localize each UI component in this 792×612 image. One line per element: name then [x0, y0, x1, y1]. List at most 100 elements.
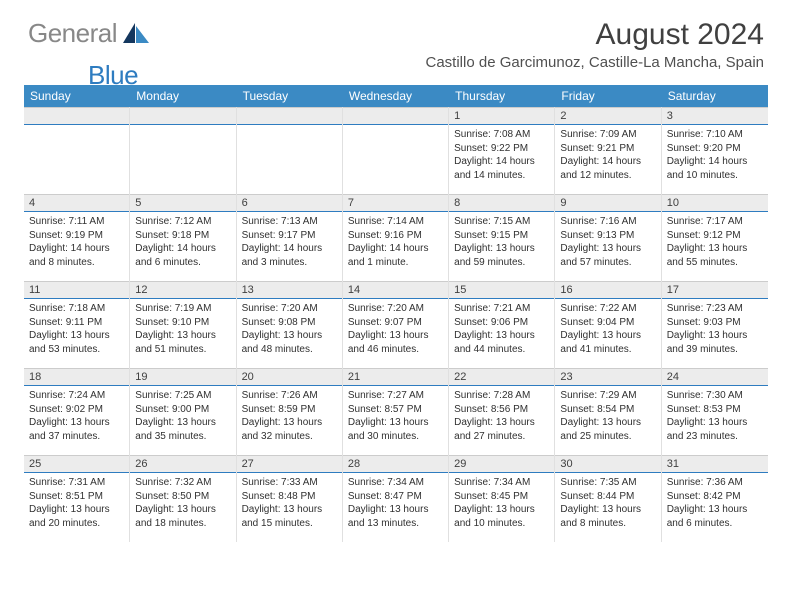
sunset-text: Sunset: 9:13 PM [560, 229, 655, 243]
sunset-text: Sunset: 9:08 PM [242, 316, 337, 330]
calendar-cell: 16Sunrise: 7:22 AMSunset: 9:04 PMDayligh… [555, 281, 661, 368]
calendar-cell: 7Sunrise: 7:14 AMSunset: 9:16 PMDaylight… [343, 194, 449, 281]
cell-body: Sunrise: 7:21 AMSunset: 9:06 PMDaylight:… [449, 299, 554, 359]
sunset-text: Sunset: 8:56 PM [454, 403, 549, 417]
sunrise-text: Sunrise: 7:21 AM [454, 302, 549, 316]
cell-body: Sunrise: 7:09 AMSunset: 9:21 PMDaylight:… [555, 125, 660, 185]
sunrise-text: Sunrise: 7:12 AM [135, 215, 230, 229]
cell-body: Sunrise: 7:34 AMSunset: 8:47 PMDaylight:… [343, 473, 448, 533]
cell-body: Sunrise: 7:35 AMSunset: 8:44 PMDaylight:… [555, 473, 660, 533]
calendar-cell: 13Sunrise: 7:20 AMSunset: 9:08 PMDayligh… [237, 281, 343, 368]
daylight-text: Daylight: 13 hours and 20 minutes. [29, 503, 124, 530]
day-header: Thursday [449, 85, 555, 107]
cell-body: Sunrise: 7:34 AMSunset: 8:45 PMDaylight:… [449, 473, 554, 533]
sunset-text: Sunset: 9:03 PM [667, 316, 763, 330]
calendar-cell: 2Sunrise: 7:09 AMSunset: 9:21 PMDaylight… [555, 107, 661, 194]
calendar-cell: 4Sunrise: 7:11 AMSunset: 9:19 PMDaylight… [24, 194, 130, 281]
sunset-text: Sunset: 9:06 PM [454, 316, 549, 330]
cell-body: Sunrise: 7:14 AMSunset: 9:16 PMDaylight:… [343, 212, 448, 272]
day-header: Monday [130, 85, 236, 107]
sunset-text: Sunset: 9:17 PM [242, 229, 337, 243]
cell-body: Sunrise: 7:36 AMSunset: 8:42 PMDaylight:… [662, 473, 768, 533]
daylight-text: Daylight: 13 hours and 8 minutes. [560, 503, 655, 530]
calendar-cell: 31Sunrise: 7:36 AMSunset: 8:42 PMDayligh… [662, 455, 768, 542]
calendar-cell [343, 107, 449, 194]
day-number: 12 [130, 281, 235, 299]
day-number: 1 [449, 107, 554, 125]
cell-body [237, 125, 342, 131]
daylight-text: Daylight: 13 hours and 41 minutes. [560, 329, 655, 356]
daylight-text: Daylight: 13 hours and 53 minutes. [29, 329, 124, 356]
day-header: Wednesday [343, 85, 449, 107]
calendar-cell: 24Sunrise: 7:30 AMSunset: 8:53 PMDayligh… [662, 368, 768, 455]
daylight-text: Daylight: 13 hours and 18 minutes. [135, 503, 230, 530]
weeks-container: 1 Sunrise: 7:08 AMSunset: 9:22 PM Daylight… [24, 107, 768, 542]
sunset-text: Sunset: 8:50 PM [135, 490, 230, 504]
sunrise-text: Sunrise: 7:29 AM [560, 389, 655, 403]
day-number: 27 [237, 455, 342, 473]
day-number: 24 [662, 368, 768, 386]
day-number: 17 [662, 281, 768, 299]
sunrise-text: Sunrise: 7:32 AM [135, 476, 230, 490]
daylight-text: Daylight: 13 hours and 23 minutes. [667, 416, 763, 443]
sunrise-text: Sunrise: 7:34 AM [348, 476, 443, 490]
daylight-text: Daylight: 13 hours and 46 minutes. [348, 329, 443, 356]
cell-body: Sunrise: 7:31 AMSunset: 8:51 PMDaylight:… [24, 473, 129, 533]
sunrise-text: Sunrise: 7:08 AM [454, 128, 549, 142]
day-header: Friday [555, 85, 661, 107]
day-number: 5 [130, 194, 235, 212]
sunrise-text: Sunrise: 7:10 AM [667, 128, 763, 142]
calendar-cell: 26Sunrise: 7:32 AMSunset: 8:50 PMDayligh… [130, 455, 236, 542]
sunset-text: Sunset: 9:20 PM [667, 142, 763, 156]
sunrise-text: Sunrise: 7:31 AM [29, 476, 124, 490]
cell-body [343, 125, 448, 131]
cell-body [24, 125, 129, 131]
calendar-cell: 12Sunrise: 7:19 AMSunset: 9:10 PMDayligh… [130, 281, 236, 368]
cell-body: Sunrise: 7:13 AMSunset: 9:17 PMDaylight:… [237, 212, 342, 272]
sunrise-text: Sunrise: 7:26 AM [242, 389, 337, 403]
sunrise-text: Sunrise: 7:20 AM [242, 302, 337, 316]
day-number: 20 [237, 368, 342, 386]
month-title: August 2024 [426, 18, 765, 52]
cell-body: Sunrise: 7:30 AMSunset: 8:53 PMDaylight:… [662, 386, 768, 446]
day-number: 6 [237, 194, 342, 212]
calendar-cell: 3Sunrise: 7:10 AMSunset: 9:20 PMDaylight… [662, 107, 768, 194]
day-number: 13 [237, 281, 342, 299]
sunset-text: Sunset: 9:21 PM [560, 142, 655, 156]
logo: General Blue [28, 18, 150, 49]
sunset-text: Sunset: 9:16 PM [348, 229, 443, 243]
sunrise-text: Sunrise: 7:23 AM [667, 302, 763, 316]
calendar-cell: 8Sunrise: 7:15 AMSunset: 9:15 PMDaylight… [449, 194, 555, 281]
sunrise-text: Sunrise: 7:14 AM [348, 215, 443, 229]
calendar-cell: 27Sunrise: 7:33 AMSunset: 8:48 PMDayligh… [237, 455, 343, 542]
sunset-text: Sunset: 9:11 PM [29, 316, 124, 330]
sunrise-text: Sunrise: 7:36 AM [667, 476, 763, 490]
day-number: 16 [555, 281, 660, 299]
calendar-cell: 1Sunrise: 7:08 AMSunset: 9:22 PMDaylight… [449, 107, 555, 194]
calendar-cell [130, 107, 236, 194]
daylight-text: Daylight: 13 hours and 32 minutes. [242, 416, 337, 443]
daylight-text: Daylight: 14 hours and 1 minute. [348, 242, 443, 269]
cell-body: Sunrise: 7:26 AMSunset: 8:59 PMDaylight:… [237, 386, 342, 446]
cell-body: Sunrise: 7:16 AMSunset: 9:13 PMDaylight:… [555, 212, 660, 272]
header: General Blue August 2024 Castillo de Gar… [0, 0, 792, 77]
day-number: 28 [343, 455, 448, 473]
sunrise-text: Sunrise: 7:25 AM [135, 389, 230, 403]
daylight-text: Daylight: 13 hours and 57 minutes. [560, 242, 655, 269]
sunset-text: Sunset: 9:02 PM [29, 403, 124, 417]
sunset-text: Sunset: 8:57 PM [348, 403, 443, 417]
location-subtitle: Castillo de Garcimunoz, Castille-La Manc… [426, 54, 765, 71]
sunrise-text: Sunrise: 7:19 AM [135, 302, 230, 316]
calendar-cell: 23Sunrise: 7:29 AMSunset: 8:54 PMDayligh… [555, 368, 661, 455]
sunset-text: Sunset: 9:22 PM [454, 142, 549, 156]
daylight-text: Daylight: 13 hours and 27 minutes. [454, 416, 549, 443]
title-block: August 2024 Castillo de Garcimunoz, Cast… [426, 18, 765, 71]
logo-text-blue: Blue [88, 60, 138, 91]
day-number: 11 [24, 281, 129, 299]
week-row: 18Sunrise: 7:24 AMSunset: 9:02 PMDayligh… [24, 368, 768, 455]
cell-body: Sunrise: 7:10 AMSunset: 9:20 PMDaylight:… [662, 125, 768, 185]
calendar-cell: 20Sunrise: 7:26 AMSunset: 8:59 PMDayligh… [237, 368, 343, 455]
cell-body: Sunrise: 7:20 AMSunset: 9:07 PMDaylight:… [343, 299, 448, 359]
daylight-text: Daylight: 13 hours and 30 minutes. [348, 416, 443, 443]
day-number: 4 [24, 194, 129, 212]
